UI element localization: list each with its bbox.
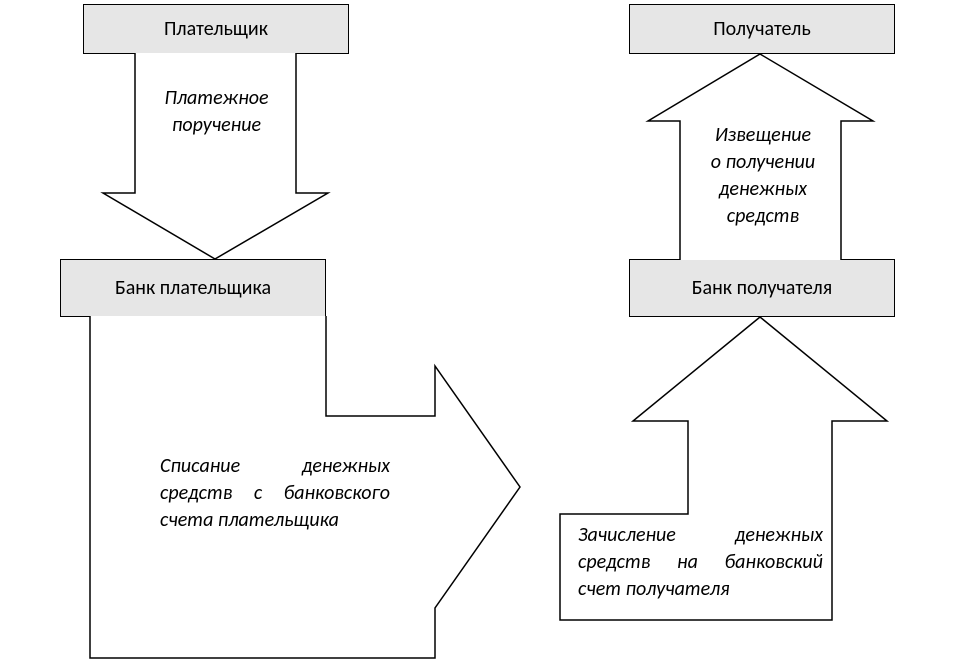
node-receiver: Получатель (629, 4, 895, 54)
arrow-debit-label: Списание денежных средств с банковского … (160, 453, 390, 534)
node-receiver-bank: Банк получателя (629, 259, 895, 317)
node-payer-label: Плательщик (164, 17, 268, 41)
node-receiver-label: Получатель (713, 17, 811, 41)
node-receiver-bank-label: Банк получателя (692, 276, 832, 300)
node-payer-bank: Банк плательщика (60, 259, 326, 317)
flow-diagram: Плательщик Банк плательщика Получатель Б… (0, 0, 976, 662)
arrow-notification-label: Извещение о получении денежных средств (698, 122, 828, 230)
node-payer-bank-label: Банк плательщика (115, 276, 271, 300)
node-payer: Плательщик (83, 4, 349, 54)
arrow-credit-label: Зачисление денежных средств на банковски… (578, 522, 823, 603)
arrow-payment-order-label: Платежное поручение (135, 85, 298, 139)
